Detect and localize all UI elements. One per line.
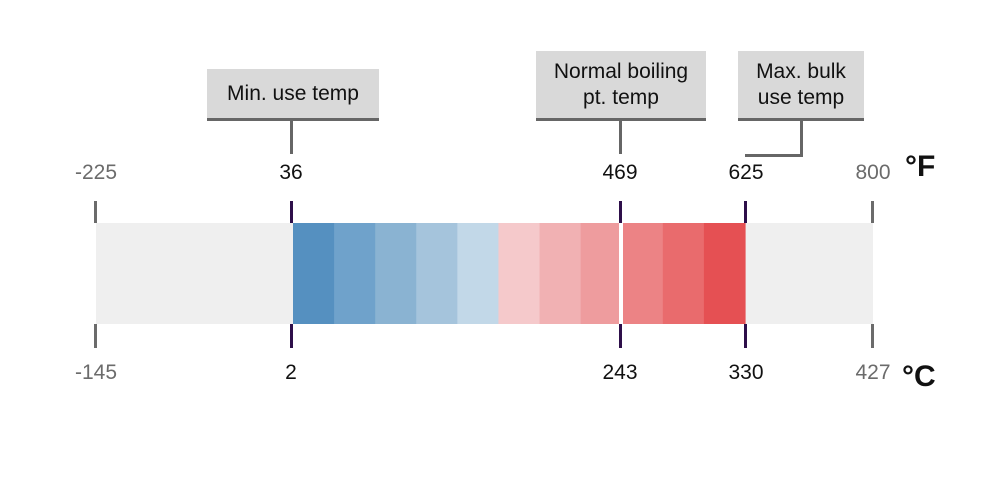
max-bulk-use-label: Max. bulk use temp [756,59,846,109]
c-tick-330 [744,324,747,348]
fahrenheit-unit: °F [905,150,936,183]
c-tick-max [871,324,874,348]
temperature-segment-8 [580,223,623,324]
min-use-temp-connector [290,121,293,154]
c-tick-243 [619,324,622,348]
f-tick-36 [290,201,293,223]
f-label-max: 800 [855,161,891,184]
f-tick-469 [619,201,622,223]
temperature-segment-7 [539,223,582,324]
min-use-temp-label: Min. use temp [227,81,359,105]
f-label-625: 625 [728,161,764,184]
temperature-segment-10 [662,223,705,324]
boiling-point-divider [619,223,623,324]
f-tick-625 [744,201,747,223]
temperature-segment-3 [375,223,417,324]
c-label-2: 2 [285,361,297,384]
f-tick-max [871,201,874,223]
max-bulk-use-callout: Max. bulk use temp [738,51,864,121]
temperature-segment-2 [334,223,376,324]
f-label-36: 36 [279,161,303,184]
c-label-max: 427 [855,361,891,384]
min-use-temp-callout: Min. use temp [207,69,379,121]
boiling-point-label: Normal boiling pt. temp [553,59,689,109]
f-tick-min [94,201,97,223]
c-tick-min [94,324,97,348]
temperature-segment-11 [703,223,746,324]
temperature-segment-4 [416,223,458,324]
boiling-point-callout: Normal boiling pt. temp [536,51,706,121]
temperature-segment-1 [293,223,335,324]
temperature-segment-6 [498,223,541,324]
temperature-segment-5 [457,223,500,324]
f-label-469: 469 [602,161,638,184]
temperature-range-segments [293,223,746,324]
celsius-unit: °C [902,360,936,393]
c-label-330: 330 [728,361,764,384]
temperature-segment-9 [621,223,664,324]
c-label-min: -145 [74,361,118,384]
max-bulk-use-connector-horizontal [745,154,803,157]
f-label-min: -225 [74,161,118,184]
max-bulk-use-connector-vertical [800,121,803,157]
boiling-point-connector [619,121,622,154]
c-label-243: 243 [602,361,638,384]
c-tick-2 [290,324,293,348]
